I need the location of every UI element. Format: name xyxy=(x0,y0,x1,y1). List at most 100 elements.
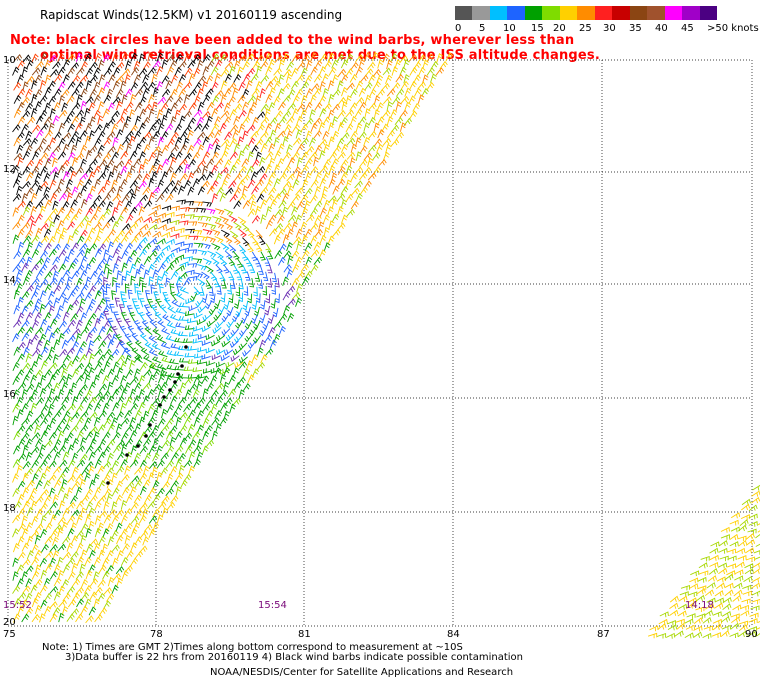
wind-barb xyxy=(278,59,285,70)
wind-barb xyxy=(246,67,256,77)
wind-barb xyxy=(193,54,201,64)
wind-barb xyxy=(166,66,175,76)
wind-barb xyxy=(211,95,220,105)
wind-barb xyxy=(224,73,232,83)
wind-barb xyxy=(30,263,39,273)
wind-barb xyxy=(53,451,61,461)
wind-barb xyxy=(102,193,112,202)
wind-barb xyxy=(124,508,133,517)
wind-barb xyxy=(756,627,760,630)
wind-barb xyxy=(98,480,106,490)
wind-barb xyxy=(210,164,219,174)
wind-barb xyxy=(44,271,53,280)
wind-barb xyxy=(340,214,348,224)
wind-barb xyxy=(67,319,76,328)
wind-barb xyxy=(97,592,106,602)
wind-barb xyxy=(48,235,56,245)
wind-barb xyxy=(120,206,129,216)
wind-barb xyxy=(71,340,80,351)
wind-barb xyxy=(165,374,173,384)
wind-barb xyxy=(43,228,52,238)
wind-barb xyxy=(12,473,20,483)
wind-barb xyxy=(124,200,133,210)
wind-barb xyxy=(355,122,363,133)
wind-barb xyxy=(76,459,86,468)
wind-barb xyxy=(131,347,140,356)
wind-barb xyxy=(233,187,242,196)
wind-barb xyxy=(116,270,123,280)
wind-barb xyxy=(178,452,186,462)
wind-barb xyxy=(129,135,136,146)
wind-barb xyxy=(138,545,148,554)
wind-barb xyxy=(236,271,243,281)
wind-barb xyxy=(166,180,176,189)
wind-barb xyxy=(193,138,202,147)
wind-barb xyxy=(34,311,42,321)
wind-barb xyxy=(165,252,175,259)
wind-barb xyxy=(197,75,207,84)
wind-barb xyxy=(273,333,281,344)
wind-barb xyxy=(224,397,233,407)
wind-barb xyxy=(44,157,52,168)
wind-barb xyxy=(216,335,226,342)
wind-barb xyxy=(22,180,31,189)
wind-barb xyxy=(43,605,52,615)
wind-barb xyxy=(156,238,166,245)
wind-barb xyxy=(53,382,61,392)
wind-barb xyxy=(205,88,214,97)
wind-barb xyxy=(62,256,70,266)
wind-barb xyxy=(210,403,218,413)
wind-barb xyxy=(22,347,30,357)
wind-barb xyxy=(378,158,387,167)
wind-barb xyxy=(323,158,332,168)
wind-barb xyxy=(175,227,185,234)
wind-barb xyxy=(183,124,192,134)
wind-barb xyxy=(115,509,125,518)
wind-barb xyxy=(696,588,706,595)
wind-barb xyxy=(192,230,203,235)
wind-barb xyxy=(323,226,330,237)
wind-barb xyxy=(314,214,322,224)
wind-barb xyxy=(129,459,139,468)
wind-barb xyxy=(35,185,43,195)
wind-barb xyxy=(17,551,26,561)
wind-barb xyxy=(25,269,33,279)
wind-barb xyxy=(256,347,264,357)
wind-barb xyxy=(741,503,751,511)
wind-barb xyxy=(62,423,71,433)
wind-barb xyxy=(242,61,250,71)
wind-barb xyxy=(151,186,161,195)
wind-barb xyxy=(39,290,47,300)
wind-barb xyxy=(61,396,70,406)
wind-barb xyxy=(118,304,125,314)
wind-barb xyxy=(229,230,239,239)
wind-barb xyxy=(340,199,347,209)
wind-barb xyxy=(26,506,34,517)
wind-barb xyxy=(318,95,327,105)
wind-barb xyxy=(147,403,155,413)
wind-barb xyxy=(121,52,129,62)
wind-barb xyxy=(304,187,313,197)
wind-barb xyxy=(116,185,124,196)
wind-barb xyxy=(53,214,61,224)
wind-barb xyxy=(85,67,94,77)
wind-barb xyxy=(170,88,178,98)
wind-barb xyxy=(228,54,237,63)
wind-barb xyxy=(13,445,21,455)
legend-swatch xyxy=(455,6,473,20)
wind-barb xyxy=(255,229,263,239)
wind-barb xyxy=(48,403,55,414)
wind-barb xyxy=(201,340,211,346)
wind-barb xyxy=(193,109,203,118)
wind-barb xyxy=(58,375,67,385)
wind-barb xyxy=(247,293,253,304)
lon-label-87: 87 xyxy=(597,629,610,640)
wind-barb xyxy=(130,515,140,524)
wind-barb xyxy=(21,388,28,399)
wind-barb xyxy=(43,312,52,322)
wind-barb xyxy=(148,515,158,524)
wind-barb xyxy=(98,535,106,545)
wind-barb xyxy=(242,185,249,195)
wind-barb xyxy=(107,102,115,112)
wind-barb xyxy=(71,368,80,378)
